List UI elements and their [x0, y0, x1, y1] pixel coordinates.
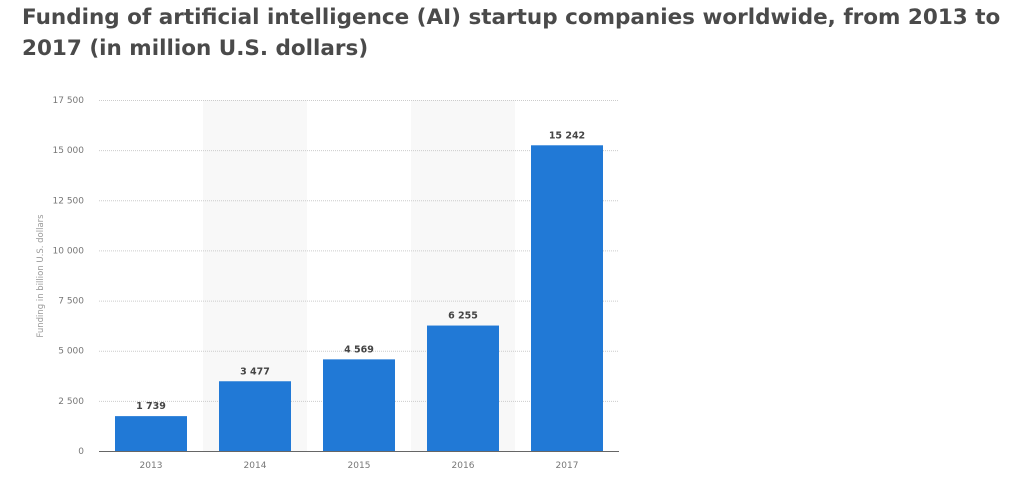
x-tick-label: 2014: [244, 461, 267, 471]
data-label: 15 242: [549, 130, 585, 141]
bar-2013[interactable]: [115, 416, 187, 451]
data-label: 1 739: [136, 401, 166, 412]
y-tick-label: 17 500: [53, 96, 85, 106]
y-tick-label: 5 000: [58, 347, 84, 357]
bar-2014[interactable]: [219, 381, 291, 451]
y-tick-label: 12 500: [53, 196, 85, 206]
x-tick-label: 2017: [556, 461, 579, 471]
bar-2017[interactable]: [531, 145, 603, 451]
x-tick-label: 2013: [140, 461, 163, 471]
chart-title: Funding of artificial intelligence (AI) …: [22, 5, 1001, 61]
data-label: 4 569: [344, 344, 374, 355]
x-tick-label: 2016: [452, 461, 475, 471]
y-tick-label: 15 000: [53, 146, 85, 156]
y-tick-label: 10 000: [53, 246, 85, 256]
y-axis-label: Funding in billion U.S. dollars: [36, 214, 46, 338]
x-tick-label: 2015: [348, 461, 371, 471]
data-label: 3 477: [240, 366, 270, 377]
bar-2015[interactable]: [323, 359, 395, 451]
y-tick-label: 0: [78, 447, 84, 457]
data-label: 6 255: [448, 311, 478, 322]
y-tick-label: 7 500: [58, 297, 84, 307]
bar-2016[interactable]: [427, 325, 499, 451]
y-tick-label: 2 500: [58, 397, 84, 407]
